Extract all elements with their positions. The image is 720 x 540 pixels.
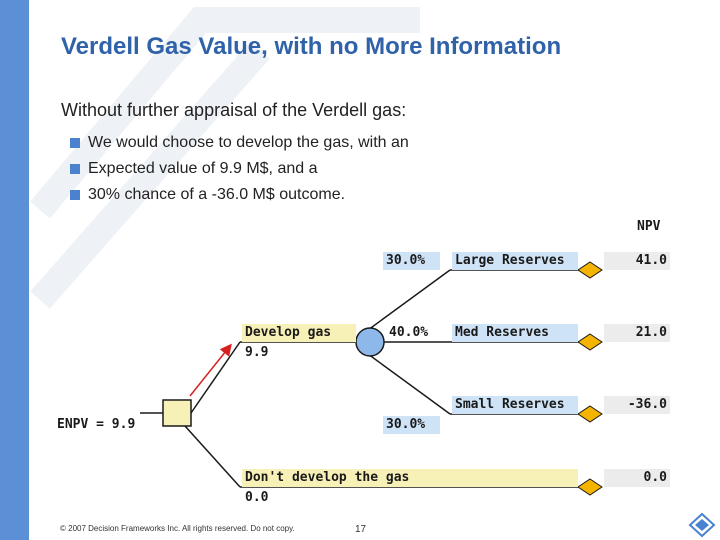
terminal-node xyxy=(577,333,603,351)
bullet-item: We would choose to develop the gas, with… xyxy=(70,133,409,159)
slide-title: Verdell Gas Value, with no More Informat… xyxy=(61,33,562,60)
outcome-med-reserves: Med Reserves xyxy=(452,324,578,342)
copyright-footer: © 2007 Decision Frameworks Inc. All righ… xyxy=(60,524,295,533)
bullet-square-icon xyxy=(70,138,80,148)
develop-gas-label: Develop gas xyxy=(242,324,356,342)
terminal-node xyxy=(577,478,603,496)
bullet-square-icon xyxy=(70,164,80,174)
npv-header: NPV xyxy=(637,219,661,234)
intro-text: Without further appraisal of the Verdell… xyxy=(61,100,407,120)
probability-large: 30.0% xyxy=(383,252,440,270)
npv-small: -36.0 xyxy=(604,396,670,414)
slide-sidebar xyxy=(0,0,29,540)
probability-small: 30.0% xyxy=(383,416,440,434)
chance-node xyxy=(355,327,385,357)
bullet-item: Expected value of 9.9 M$, and a xyxy=(70,159,409,185)
tree-branch xyxy=(367,353,451,415)
develop-gas-value: 9.9 xyxy=(245,345,269,360)
tree-branch xyxy=(184,425,241,488)
optimal-choice-arrow xyxy=(189,343,232,397)
probability-med: 40.0% xyxy=(389,325,429,340)
outcome-large-reserves: Large Reserves xyxy=(452,252,578,270)
company-logo-icon xyxy=(688,512,716,538)
enpv-label: ENPV = 9.9 xyxy=(57,417,136,432)
decision-node xyxy=(162,399,192,427)
npv-dont-develop: 0.0 xyxy=(604,469,670,487)
page-number: 17 xyxy=(355,524,367,535)
tree-branch xyxy=(190,341,241,414)
bullet-list: We would choose to develop the gas, with… xyxy=(70,133,409,211)
bullet-square-icon xyxy=(70,190,80,200)
terminal-node xyxy=(577,405,603,423)
npv-med: 21.0 xyxy=(604,324,670,342)
tree-branch xyxy=(367,269,451,331)
bullet-item: 30% chance of a -36.0 M$ outcome. xyxy=(70,185,409,211)
terminal-node xyxy=(577,261,603,279)
dont-develop-value: 0.0 xyxy=(245,490,269,505)
npv-large: 41.0 xyxy=(604,252,670,270)
dont-develop-label: Don't develop the gas xyxy=(242,469,578,487)
outcome-small-reserves: Small Reserves xyxy=(452,396,578,414)
